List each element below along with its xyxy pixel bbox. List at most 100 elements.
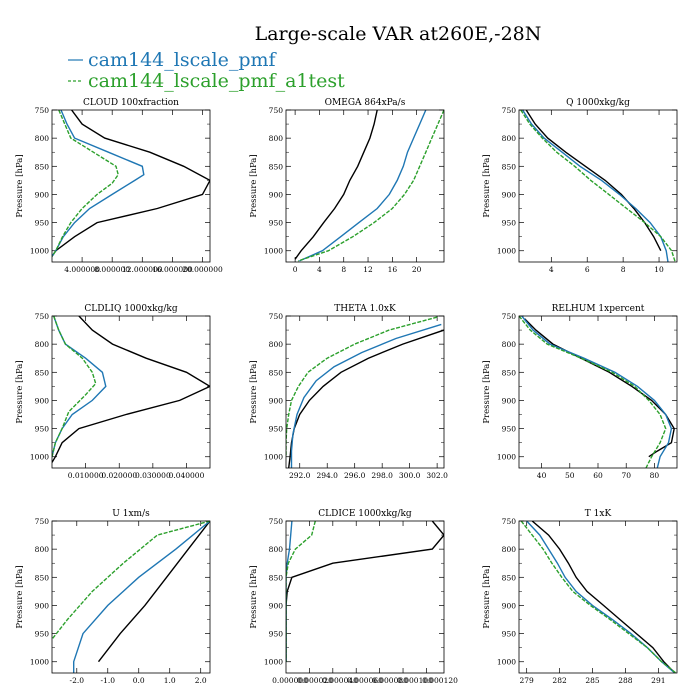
y-tick-label: 1000 [497, 247, 516, 256]
panels: CLOUD 100xfraction Pressure [hPa] 750 800 85… [15, 98, 678, 685]
y-tick-label: 800 [35, 340, 50, 349]
y-tick-label: 750 [502, 517, 517, 526]
series-line-1 [294, 110, 378, 260]
y-tick-label: 1000 [30, 658, 49, 667]
y-tick-label: 750 [35, 312, 50, 321]
series-line-2 [73, 521, 210, 673]
panel-6: RELHUM 1xpercent Pressure [hPa] 750 800 850 9… [482, 304, 678, 480]
panel-4: CLDLIQ 1000xkg/kg Pressure [hPa] 750 800 850… [15, 304, 211, 480]
y-tick-label: 950 [502, 425, 517, 434]
x-tick-label: 300.0 [399, 471, 421, 480]
plot-frame [285, 109, 445, 263]
y-tick-label: 900 [269, 601, 284, 610]
x-tick-label: 285 [585, 676, 600, 685]
x-tick-label: 0.000020 [297, 676, 333, 685]
y-tick-label: 850 [502, 573, 517, 582]
x-tick-label: 60 [593, 471, 603, 480]
x-tick-label: 4.000000 [64, 265, 100, 274]
y-tick-label: 1000 [30, 453, 49, 462]
y-tick-label: 800 [35, 545, 50, 554]
series-line-2 [286, 521, 293, 662]
x-tick-label: 294.0 [316, 471, 338, 480]
y-tick-label: 850 [502, 162, 517, 171]
y-tick-label: 800 [269, 340, 284, 349]
y-axis-label: Pressure [hPa] [249, 360, 259, 423]
panel-8: CLDICE 1000xkg/kg Pressure [hPa] 750 800 850… [249, 509, 458, 685]
y-axis-label: Pressure [hPa] [15, 360, 25, 423]
x-tick-label: 50 [565, 471, 575, 480]
series-line-1 [288, 329, 444, 468]
y-tick-label: 750 [35, 517, 50, 526]
series-line-1 [52, 110, 210, 257]
plot-frame [518, 315, 678, 469]
panel-title: U 1xm/s [112, 509, 150, 519]
series-line-1 [52, 316, 210, 463]
x-tick-label: 8.000000 [94, 265, 130, 274]
x-tick-label: 0.000000 [272, 676, 308, 685]
x-tick-label: 0.000080 [372, 676, 408, 685]
x-tick-label: 12 [363, 265, 373, 274]
y-tick-label: 950 [269, 425, 284, 434]
series-line-1 [525, 110, 662, 252]
y-axis-label: Pressure [hPa] [249, 154, 259, 217]
y-tick-label: 950 [269, 219, 284, 228]
panel-title: CLOUD 100xfraction [83, 98, 179, 108]
x-tick-label: 10 [654, 265, 664, 274]
y-tick-label: 850 [269, 368, 284, 377]
panel-1: CLOUD 100xfraction Pressure [hPa] 750 800 85… [15, 98, 223, 274]
panel-9: T 1xK Pressure [hPa] 750 800 850 900 950 1000 27… [482, 509, 678, 685]
y-tick-label: 900 [502, 396, 517, 405]
y-tick-label: 850 [269, 162, 284, 171]
x-tick-label: 0.0 [133, 676, 145, 685]
y-axis-label: Pressure [hPa] [15, 565, 25, 628]
series-line-3 [520, 521, 677, 673]
y-tick-label: 850 [35, 573, 50, 582]
series-line-1 [531, 521, 676, 673]
plot-frame [51, 315, 211, 469]
x-tick-label: 302.0 [426, 471, 448, 480]
x-tick-label: 0.000060 [347, 676, 383, 685]
y-tick-label: 950 [35, 219, 50, 228]
figure-title: Large-scale VAR at260E,-28N [255, 23, 542, 45]
y-tick-label: 800 [269, 134, 284, 143]
panel-title: Q 1000xkg/kg [566, 98, 630, 108]
y-axis-label: Pressure [hPa] [482, 565, 492, 628]
y-tick-label: 900 [502, 190, 517, 199]
y-tick-label: 850 [269, 573, 284, 582]
x-tick-label: -1.0 [101, 676, 116, 685]
series-line-1 [524, 318, 675, 458]
x-tick-label: 0.020000 [101, 471, 137, 480]
plot-frame [285, 315, 445, 469]
x-tick-label: 20.000000 [182, 265, 223, 274]
x-tick-label: 279 [520, 676, 535, 685]
series-line-2 [299, 110, 427, 262]
y-tick-label: 1000 [497, 658, 516, 667]
y-tick-label: 950 [502, 219, 517, 228]
panel-title: T 1xK [585, 509, 612, 519]
y-tick-label: 750 [269, 517, 284, 526]
x-tick-label: 282 [552, 676, 567, 685]
x-tick-label: 298.0 [371, 471, 393, 480]
x-tick-label: 288 [618, 676, 633, 685]
x-tick-label: 292.0 [289, 471, 311, 480]
panel-title: OMEGA 864xPa/s [325, 98, 406, 108]
y-tick-label: 800 [502, 134, 517, 143]
series-line-2 [290, 323, 442, 468]
legend-label-2: cam144_lscale_pmf_a1test [88, 70, 345, 92]
x-tick-label: 0.000100 [397, 676, 433, 685]
y-tick-label: 800 [502, 545, 517, 554]
y-axis-label: Pressure [hPa] [482, 360, 492, 423]
y-axis-label: Pressure [hPa] [249, 565, 259, 628]
series-line-2 [52, 110, 145, 257]
y-tick-label: 900 [35, 190, 50, 199]
y-tick-label: 750 [269, 312, 284, 321]
x-tick-label: -2.0 [70, 676, 85, 685]
panel-7: U 1xm/s Pressure [hPa] 750 800 850 900 950 1000… [15, 509, 211, 685]
panel-3: Q 1000xkg/kg Pressure [hPa] 750 800 850 900 95… [482, 98, 678, 274]
x-tick-label: 20 [412, 265, 422, 274]
plot-frame [285, 520, 445, 674]
series-line-2 [521, 316, 673, 468]
y-tick-label: 750 [269, 106, 284, 115]
y-tick-label: 900 [35, 396, 50, 405]
x-tick-label: 12.000000 [122, 265, 163, 274]
